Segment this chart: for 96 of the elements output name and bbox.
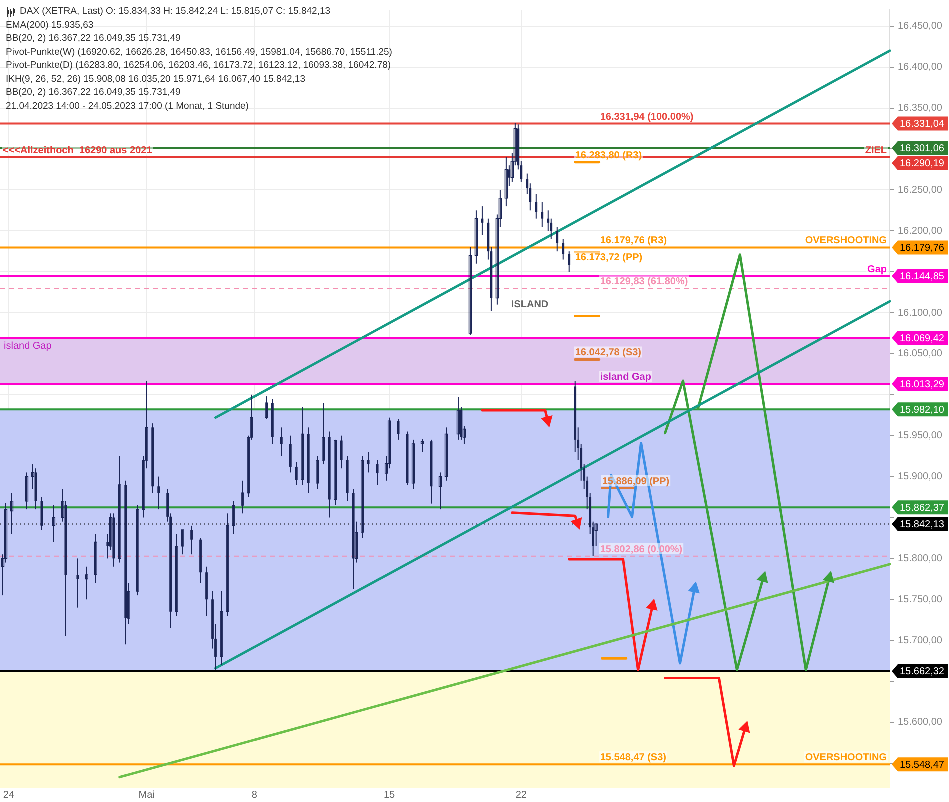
ref-line-label: 15.548,47	[900, 760, 945, 771]
candlestick	[334, 439, 338, 506]
annotation: 15.886,09 (PP)	[602, 476, 670, 488]
candlestick	[322, 402, 326, 466]
candlestick	[562, 238, 565, 260]
candlestick	[76, 558, 80, 608]
ref-line-label: 15.982,10	[900, 404, 945, 416]
x-tick-label: 15	[384, 790, 396, 801]
y-tick-label: 16.350,00	[898, 103, 943, 114]
candlestick	[438, 472, 442, 510]
candlestick	[568, 251, 571, 273]
x-tick-label: Mai	[138, 790, 155, 801]
x-tick-label: 22	[516, 790, 528, 801]
candlestick	[181, 530, 184, 556]
candlestick	[367, 452, 370, 474]
annotation: island Gap	[600, 372, 652, 384]
candlestick	[280, 427, 283, 457]
ref-line-label: 16.144,85	[900, 272, 945, 283]
candlestick	[376, 460, 379, 486]
candlestick	[360, 456, 364, 539]
candlestick	[468, 246, 472, 336]
candlestick	[158, 476, 160, 510]
chart-title: DAX (XETRA, Last) O: 15.834,33 H: 15.842,24 L: 15.815,07 C: 15.842,13	[20, 5, 331, 18]
annotation: ZIEL	[865, 145, 888, 156]
candlestick	[535, 194, 538, 220]
annotation: BB(20, 2) 16.367,22 16.049,35 15.731,49	[6, 86, 182, 100]
annotation: IKH(9, 26, 52, 26) 15.908,08 16.035,20 15.971,64 16.067,40 15.842,13	[6, 72, 306, 86]
y-tick-label: 16.050,00	[898, 348, 943, 360]
y-tick-label: 15.700,00	[898, 635, 943, 646]
candlestick	[241, 480, 244, 514]
y-tick-label: 16.100,00	[898, 308, 943, 319]
candlestick	[541, 202, 544, 228]
candlestick	[175, 534, 178, 617]
candlestick	[25, 472, 29, 510]
candlestick	[504, 156, 508, 208]
candlestick	[220, 590, 224, 666]
x-tick-label: 8	[252, 790, 258, 801]
ref-line-label: 16.179,76	[900, 242, 945, 254]
y-tick-label: 15.900,00	[898, 472, 943, 483]
y-tick-label: 16.200,00	[898, 226, 943, 237]
band-label: island Gap	[4, 340, 52, 352]
ref-line-label: 16.331,04	[900, 119, 945, 130]
annotation: EMA(200) 15.935,63	[6, 18, 95, 32]
candlestick	[456, 396, 460, 440]
annotation: 16.042,78 (S3)	[575, 348, 642, 359]
candlestick	[10, 492, 14, 535]
candlestick	[289, 435, 292, 474]
candlestick	[85, 566, 88, 600]
annotation: BB(20, 2) 16.367,22 16.049,35 15.731,49	[6, 32, 182, 46]
candlestick	[136, 504, 140, 596]
ref-line-label: 15.842,13	[900, 519, 945, 530]
annotation: 16.331,94 (100.00%)	[600, 112, 694, 123]
candlestick	[94, 534, 98, 584]
annotation: Gap	[868, 264, 888, 276]
y-tick-label: 16.450,00	[898, 21, 943, 32]
candlestick	[444, 427, 448, 482]
ref-line-label: 16.013,29	[900, 379, 945, 390]
candlestick	[190, 525, 193, 556]
ref-line-label: 15.662,32	[900, 666, 945, 678]
candlestick	[118, 456, 122, 564]
annotation: <<<Allzeithoch 16290 aus 2021	[3, 145, 153, 156]
annotation: OVERSHOOTING	[805, 752, 888, 764]
annotation: 16.173,72 (PP)	[575, 252, 643, 264]
annotation: Pivot-Punkte(D) (16283.80, 16254.06, 16203.46, 16173.72, 16123.12, 16093.38, 16042.78)	[6, 59, 392, 72]
candlestick	[316, 456, 320, 490]
annotation: 16.179,76 (R3)	[600, 236, 668, 247]
annotation: ISLAND	[511, 299, 549, 310]
annotation: 21.04.2023 14:00 - 24.05.2023 17:00 (1 Monat, 1 Stunde)	[6, 100, 250, 113]
candlestick	[232, 500, 236, 535]
y-tick-label: 16.400,00	[898, 62, 943, 74]
candlestick	[52, 504, 56, 543]
candlestick	[556, 226, 559, 252]
x-tick-label: 24	[3, 790, 15, 801]
candlestick	[265, 396, 268, 420]
candlestick	[301, 406, 304, 486]
candlestick	[412, 439, 416, 490]
candlestick	[474, 210, 478, 264]
y-tick-label: 15.950,00	[898, 430, 943, 442]
annotation: OVERSHOOTING	[805, 236, 888, 247]
y-tick-label: 15.600,00	[898, 717, 943, 728]
candlestick	[295, 462, 298, 486]
ref-line-label: 16.069,42	[900, 333, 945, 344]
annotation: 16.129,83 (61.80%)	[600, 276, 688, 288]
y-tick-label: 16.250,00	[898, 184, 943, 196]
ref-line-label: 16.290,19	[900, 158, 945, 170]
ref-line-label: 16.301,06	[900, 144, 945, 155]
candlestick	[397, 418, 400, 440]
annotation: 15.548,47 (S3)	[600, 752, 666, 764]
annotation: Pivot-Punkte(W) (16920.62, 16626.28, 16450.83, 16156.49, 15981.04, 15686.70, 15511.25)	[6, 46, 392, 59]
annotation: 16.283,80 (R3)	[575, 150, 642, 162]
y-tick-label: 15.800,00	[898, 553, 943, 564]
candlestick	[420, 438, 424, 453]
candlestick	[340, 435, 343, 470]
y-tick-label: 15.750,00	[898, 594, 943, 606]
ref-line-label: 15.862,37	[900, 502, 945, 514]
candlestick	[226, 513, 230, 617]
